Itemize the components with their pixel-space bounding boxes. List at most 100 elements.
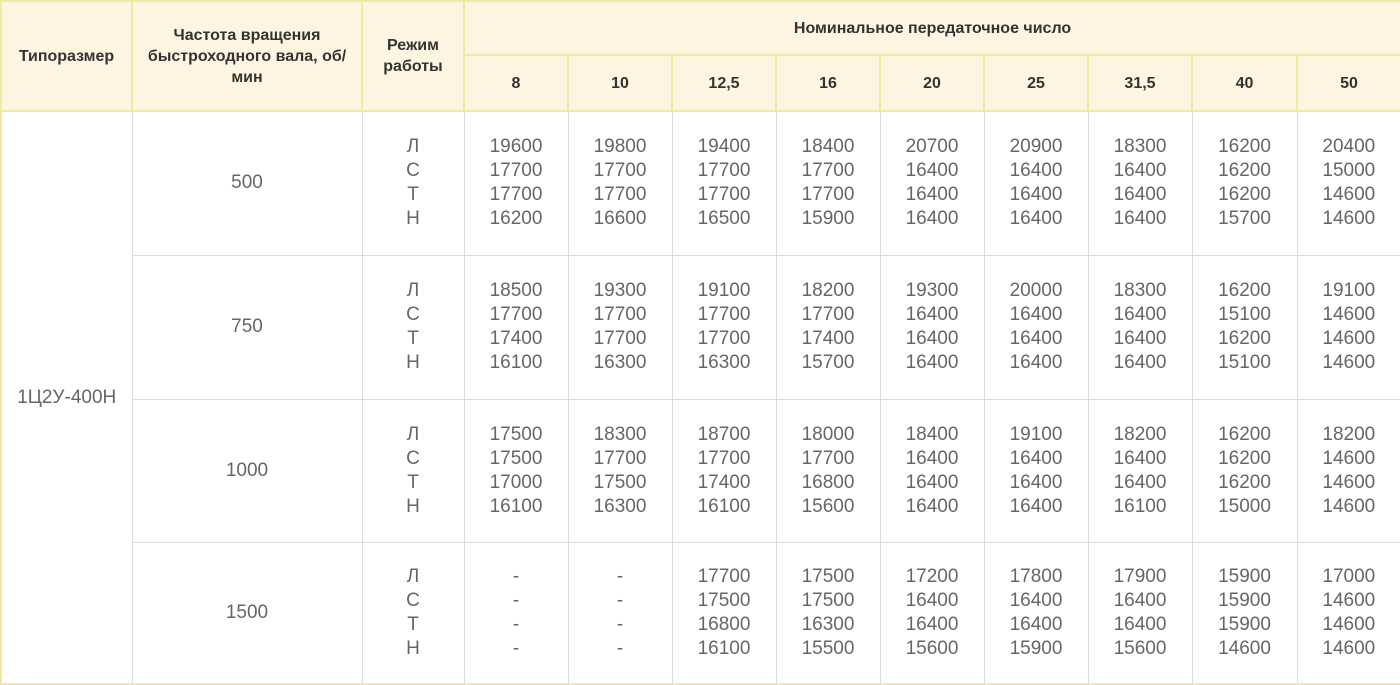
mode-label: Л <box>363 565 464 589</box>
size-cell: 1Ц2У-400Н <box>1 111 132 684</box>
mode-label: Л <box>363 135 464 159</box>
value: 17700 <box>465 183 568 207</box>
value: 17700 <box>569 447 672 471</box>
value: 16200 <box>1193 447 1297 471</box>
value: 17000 <box>1298 565 1400 589</box>
value: 16100 <box>673 495 776 519</box>
value: 15000 <box>1193 495 1297 519</box>
header-size: Типоразмер <box>1 1 132 111</box>
value: 16400 <box>881 589 984 613</box>
mode-label: Н <box>363 637 464 661</box>
mode-label: С <box>363 303 464 327</box>
value: 14600 <box>1298 327 1400 351</box>
value: 17700 <box>569 327 672 351</box>
mode-label: Т <box>363 183 464 207</box>
header-ratio-12-5: 12,5 <box>672 55 776 111</box>
value: 18400 <box>881 423 984 447</box>
value: 19100 <box>985 423 1088 447</box>
value: 14600 <box>1298 637 1400 661</box>
value: 16400 <box>985 327 1088 351</box>
value: 16100 <box>465 495 568 519</box>
value: 16200 <box>1193 135 1297 159</box>
mode-label: С <box>363 589 464 613</box>
header-ratio-31-5: 31,5 <box>1088 55 1192 111</box>
value: 15900 <box>1193 589 1297 613</box>
value: 17500 <box>673 589 776 613</box>
value: 17400 <box>465 327 568 351</box>
value: 18200 <box>1089 423 1192 447</box>
value: 15100 <box>1193 351 1297 375</box>
value: - <box>569 565 672 589</box>
value: 16400 <box>1089 183 1192 207</box>
value: 17700 <box>777 303 880 327</box>
value: 17700 <box>569 183 672 207</box>
value: 17700 <box>569 303 672 327</box>
value: 16500 <box>673 207 776 231</box>
value: 17700 <box>673 183 776 207</box>
value: 16400 <box>985 589 1088 613</box>
speed-cell: 1000 <box>132 399 362 542</box>
value: 18400 <box>777 135 880 159</box>
mode-label: Л <box>363 423 464 447</box>
value: - <box>465 637 568 661</box>
value: - <box>465 589 568 613</box>
value: 16400 <box>1089 327 1192 351</box>
mode-label: С <box>363 159 464 183</box>
value: 17700 <box>465 303 568 327</box>
value: 15500 <box>777 637 880 661</box>
value: 17400 <box>673 471 776 495</box>
value-cell: ---- <box>464 542 568 684</box>
value: 16600 <box>569 207 672 231</box>
mode-label: Т <box>363 471 464 495</box>
value: 16400 <box>985 471 1088 495</box>
mode-label: С <box>363 447 464 471</box>
value: 16800 <box>777 471 880 495</box>
value: 16200 <box>1193 183 1297 207</box>
header-ratio-25: 25 <box>984 55 1088 111</box>
value: 16200 <box>1193 327 1297 351</box>
value: 14600 <box>1193 637 1297 661</box>
value: 17700 <box>673 327 776 351</box>
value: 18000 <box>777 423 880 447</box>
header-ratio-20: 20 <box>880 55 984 111</box>
header-ratio-8: 8 <box>464 55 568 111</box>
value: 16400 <box>881 303 984 327</box>
value: 16300 <box>569 495 672 519</box>
value: 16400 <box>1089 351 1192 375</box>
value: 19100 <box>1298 279 1400 303</box>
value: 14600 <box>1298 613 1400 637</box>
value: 14600 <box>1298 183 1400 207</box>
value: 16400 <box>881 327 984 351</box>
header-ratio-16: 16 <box>776 55 880 111</box>
header-ratio-50: 50 <box>1297 55 1400 111</box>
value: 17900 <box>1089 565 1192 589</box>
value: 17700 <box>777 159 880 183</box>
value: 16400 <box>985 447 1088 471</box>
value: 16400 <box>985 159 1088 183</box>
value: 17500 <box>465 447 568 471</box>
